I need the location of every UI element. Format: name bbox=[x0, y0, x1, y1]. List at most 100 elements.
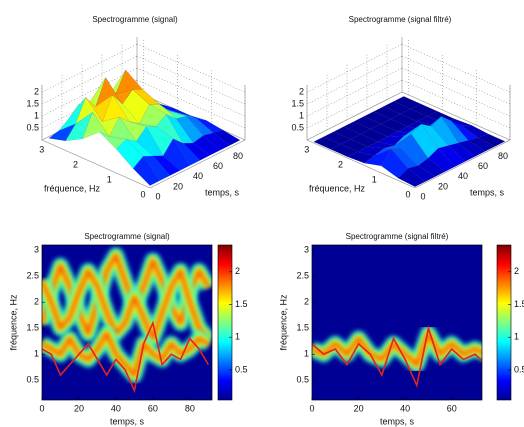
surface-patch bbox=[182, 142, 211, 161]
y-tick-label: 2 bbox=[304, 297, 309, 307]
surface-patch bbox=[353, 116, 381, 130]
z-tick-label: 0.5 bbox=[26, 122, 39, 132]
x-tick-label: 60 bbox=[478, 161, 488, 171]
surface-patch bbox=[397, 168, 426, 187]
axis-box bbox=[414, 139, 511, 189]
surface-patch bbox=[417, 157, 446, 177]
x-tick-label: 80 bbox=[185, 403, 195, 413]
x-tick-label: 20 bbox=[354, 403, 364, 413]
x-tick-label: 20 bbox=[74, 403, 84, 413]
x-axis-label: temps, s bbox=[205, 187, 240, 197]
y-tick-label: 1 bbox=[304, 349, 309, 359]
x-tick-label: 0 bbox=[39, 403, 44, 413]
plot-frame bbox=[311, 244, 483, 401]
x-tick-label: 60 bbox=[148, 403, 158, 413]
surface-patch bbox=[152, 155, 181, 176]
grid-line bbox=[401, 55, 511, 105]
chart-title: Spectrogramme (signal filtré) bbox=[346, 232, 449, 241]
y-tick-label: 1.5 bbox=[296, 323, 309, 333]
frequency-line bbox=[312, 325, 482, 389]
x-tick-label: 0 bbox=[155, 191, 160, 201]
surface-patch bbox=[401, 133, 429, 166]
colorbar-tick-label: 2 bbox=[235, 266, 240, 276]
z-tick-label: 2 bbox=[34, 87, 39, 97]
plot-frame bbox=[41, 244, 213, 401]
chart-title: Spectrogramme (signal) bbox=[84, 232, 170, 241]
colorbar-tick-label: 1.5 bbox=[514, 299, 524, 309]
x-axis-label: temps, s bbox=[380, 416, 415, 426]
grid-line bbox=[136, 55, 246, 105]
colorbar bbox=[217, 244, 233, 401]
surface-patch bbox=[112, 94, 140, 125]
z-tick-label: 0.5 bbox=[291, 122, 304, 132]
y-tick-label: 1 bbox=[107, 174, 112, 184]
surface-patch bbox=[179, 112, 207, 121]
x-tick-label: 40 bbox=[193, 171, 203, 181]
grid-line bbox=[306, 43, 403, 93]
x-tick-label: 80 bbox=[498, 151, 508, 161]
y-tick-label: 1 bbox=[34, 349, 39, 359]
x-tick-label: 20 bbox=[438, 181, 448, 191]
y-tick-label: 2.5 bbox=[26, 271, 39, 281]
y-tick-label: 2.5 bbox=[296, 271, 309, 281]
x-tick-label: 60 bbox=[213, 161, 223, 171]
x-tick-label: 0 bbox=[309, 403, 314, 413]
x-axis-label: temps, s bbox=[110, 416, 145, 426]
heatmap-layer bbox=[312, 325, 482, 389]
grid-line bbox=[306, 55, 403, 105]
surface-patch bbox=[132, 156, 161, 186]
y-tick-label: 0.5 bbox=[26, 375, 39, 385]
y-tick-label: 2 bbox=[73, 159, 78, 169]
y-axis-label: fréquence, Hz bbox=[8, 294, 18, 351]
x-axis-label: temps, s bbox=[470, 187, 505, 197]
x-tick-label: 40 bbox=[458, 171, 468, 181]
surface-patch bbox=[364, 148, 392, 166]
y-tick-label: 1.5 bbox=[26, 323, 39, 333]
surface-patch bbox=[384, 133, 412, 149]
spectral-ridge bbox=[42, 331, 210, 378]
colorbar-tick-label: 1 bbox=[235, 332, 240, 342]
axis-box bbox=[306, 139, 416, 189]
surface-patch bbox=[162, 107, 190, 116]
colorbar-tick-label: 2 bbox=[514, 266, 519, 276]
colorbar-tick-label: 1.5 bbox=[235, 299, 248, 309]
surface-patch bbox=[99, 131, 127, 150]
colorbar-tick-label: 0.5 bbox=[235, 364, 248, 374]
plot-background bbox=[312, 245, 482, 400]
grid-line bbox=[401, 43, 511, 93]
surface-patch bbox=[467, 137, 496, 152]
grid-line bbox=[136, 43, 246, 93]
x-tick-label: 20 bbox=[173, 181, 183, 191]
colorbar-tick-label: 1 bbox=[514, 332, 519, 342]
y-axis-label: fréquence, Hz bbox=[309, 183, 366, 193]
z-tick-label: 1.5 bbox=[26, 99, 39, 109]
y-tick-label: 3 bbox=[39, 144, 44, 154]
surface-patch bbox=[420, 123, 449, 149]
surface-patch bbox=[394, 123, 422, 146]
y-tick-label: 1 bbox=[372, 174, 377, 184]
chart-title: Spectrogramme (signal) bbox=[92, 15, 178, 24]
z-tick-label: 2 bbox=[299, 87, 304, 97]
axis-box bbox=[401, 91, 511, 141]
chart-title: Spectrogramme (signal filtré) bbox=[349, 15, 452, 24]
x-tick-label: 80 bbox=[233, 151, 243, 161]
axis-box bbox=[41, 139, 151, 189]
spectral-ridge bbox=[42, 269, 210, 341]
surface-patch bbox=[65, 111, 93, 142]
z-tick-label: 1 bbox=[34, 110, 39, 120]
z-tick-label: 1 bbox=[299, 110, 304, 120]
y-axis-label: fréquence, Hz bbox=[278, 294, 288, 351]
y-tick-label: 0 bbox=[405, 189, 410, 199]
x-tick-label: 40 bbox=[111, 403, 121, 413]
y-tick-label: 3 bbox=[34, 245, 39, 255]
colorbar-tick-label: 0.5 bbox=[514, 364, 524, 374]
x-tick-label: 40 bbox=[400, 403, 410, 413]
y-axis-label: fréquence, Hz bbox=[44, 183, 101, 193]
axis-box bbox=[149, 139, 246, 189]
x-tick-label: 60 bbox=[447, 403, 457, 413]
colorbar bbox=[496, 244, 512, 401]
axis-box bbox=[306, 91, 403, 141]
surface-patch bbox=[381, 148, 409, 179]
y-tick-label: 3 bbox=[304, 144, 309, 154]
